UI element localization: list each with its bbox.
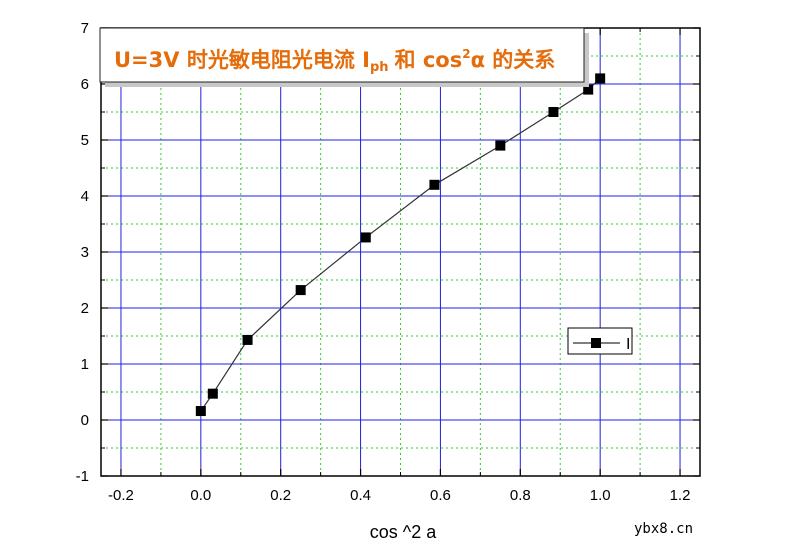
series-line: [200, 77, 601, 412]
title-part3: α 的关系: [471, 48, 556, 72]
legend-entry-label: I: [626, 336, 630, 353]
title-part1: U=3V 时光敏电阻光电流 I: [114, 48, 370, 72]
x-tick-label: -0.2: [108, 487, 134, 504]
title-box: [99, 27, 585, 83]
series-markers: [195, 73, 606, 417]
y-tick-label: 4: [81, 188, 89, 205]
x-tick-label: 1.0: [590, 487, 611, 504]
title-part2: 和 cos: [395, 48, 463, 72]
legend-marker-sample: [591, 338, 601, 348]
chart-title: U=3V 时光敏电阻光电流 Iph 和 cos2α 的关系: [99, 27, 589, 87]
data-point-marker: [548, 107, 559, 117]
data-point-marker: [242, 334, 253, 345]
x-tick-label: 0.0: [190, 487, 211, 504]
y-tick-label: 6: [81, 76, 89, 93]
y-tick-label: 0: [81, 412, 89, 429]
data-point-marker: [595, 73, 606, 84]
data-point-marker: [495, 140, 506, 151]
x-axis-label: cos ^2 a: [370, 522, 437, 542]
x-tick-label: 1.2: [670, 487, 691, 504]
y-tick-label: 5: [81, 132, 89, 149]
data-point-marker: [195, 406, 206, 417]
y-tick-labels: -1 0 1 2 3 4 5 6 7: [76, 20, 89, 485]
x-tick-label: 0.2: [270, 487, 291, 504]
x-tick-label: 0.8: [510, 487, 531, 504]
data-point-marker: [295, 285, 306, 296]
y-tick-label: 3: [81, 244, 89, 261]
legend: I: [567, 327, 633, 355]
y-tick-label: 2: [81, 300, 89, 317]
y-tick-label: 1: [81, 356, 89, 373]
data-point-marker: [583, 84, 594, 95]
y-tick-label: -1: [76, 468, 89, 485]
data-point-marker: [360, 232, 371, 243]
y-tick-label: 7: [81, 20, 89, 37]
title-subscript: ph: [370, 60, 389, 75]
watermark: ybx8.cn: [634, 521, 693, 537]
data-point-marker: [207, 388, 218, 399]
x-tick-label: 0.4: [350, 487, 371, 504]
x-tick-label: 0.6: [430, 487, 451, 504]
title-superscript: 2: [462, 47, 470, 61]
data-point-marker: [429, 179, 440, 190]
x-tick-labels: -0.2 0.0 0.2 0.4 0.6 0.8 1.0 1.2: [108, 487, 690, 504]
